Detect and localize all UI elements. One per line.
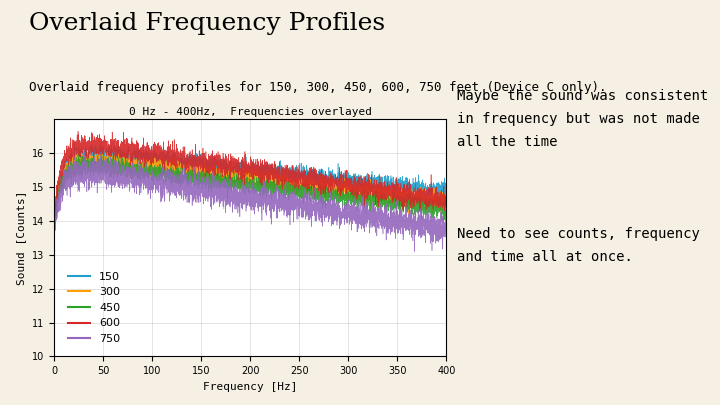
600 — [335, 177, 343, 182]
600 — [215, 166, 223, 171]
300 — [215, 177, 223, 181]
150 — [335, 181, 343, 186]
Legend: 150, 300, 450, 600, 750: 150, 300, 450, 600, 750 — [63, 267, 125, 348]
600 — [410, 193, 419, 198]
600 — [50, 216, 58, 221]
600 — [50, 231, 58, 236]
Line: 150: 150 — [54, 141, 446, 227]
Y-axis label: Sound [Counts]: Sound [Counts] — [17, 191, 27, 285]
750 — [410, 207, 419, 212]
150 — [236, 162, 245, 166]
150 — [96, 139, 105, 144]
750 — [236, 196, 245, 201]
450 — [430, 207, 438, 211]
Line: 450: 450 — [54, 152, 446, 222]
750 — [431, 226, 439, 231]
Text: Overlaid frequency profiles for 150, 300, 450, 600, 750 feet (Device C only).: Overlaid frequency profiles for 150, 300… — [29, 81, 606, 94]
150 — [442, 187, 451, 192]
750 — [217, 198, 226, 202]
300 — [410, 200, 419, 205]
300 — [335, 188, 343, 193]
750 — [215, 192, 223, 197]
150 — [50, 224, 58, 228]
X-axis label: Frequency [Hz]: Frequency [Hz] — [203, 382, 297, 392]
Title: 0 Hz - 400Hz,  Frequencies overlayed: 0 Hz - 400Hz, Frequencies overlayed — [129, 107, 372, 117]
300 — [431, 201, 439, 206]
150 — [218, 166, 227, 171]
300 — [50, 222, 58, 227]
450 — [335, 197, 343, 202]
300 — [442, 191, 451, 196]
150 — [215, 167, 223, 172]
150 — [410, 185, 419, 190]
450 — [438, 220, 446, 224]
300 — [218, 171, 227, 176]
150 — [50, 225, 58, 230]
450 — [74, 149, 83, 154]
300 — [50, 226, 59, 231]
150 — [431, 193, 439, 198]
450 — [442, 211, 451, 216]
450 — [410, 208, 419, 213]
750 — [80, 151, 89, 156]
750 — [335, 220, 343, 224]
600 — [442, 195, 451, 200]
300 — [86, 149, 94, 154]
750 — [442, 239, 451, 243]
750 — [410, 249, 419, 254]
450 — [215, 184, 223, 189]
450 — [236, 179, 245, 184]
600 — [236, 166, 245, 171]
600 — [73, 129, 82, 134]
450 — [50, 215, 58, 220]
Line: 750: 750 — [54, 153, 446, 252]
600 — [431, 199, 439, 204]
300 — [236, 176, 245, 181]
750 — [50, 223, 58, 228]
450 — [217, 180, 226, 185]
Text: Overlaid Frequency Profiles: Overlaid Frequency Profiles — [29, 12, 385, 35]
Text: Maybe the sound was consistent
in frequency but was not made
all the time: Maybe the sound was consistent in freque… — [457, 89, 708, 149]
Text: Need to see counts, frequency
and time all at once.: Need to see counts, frequency and time a… — [457, 227, 700, 264]
Line: 300: 300 — [54, 151, 446, 228]
Line: 600: 600 — [54, 131, 446, 233]
600 — [218, 164, 227, 169]
